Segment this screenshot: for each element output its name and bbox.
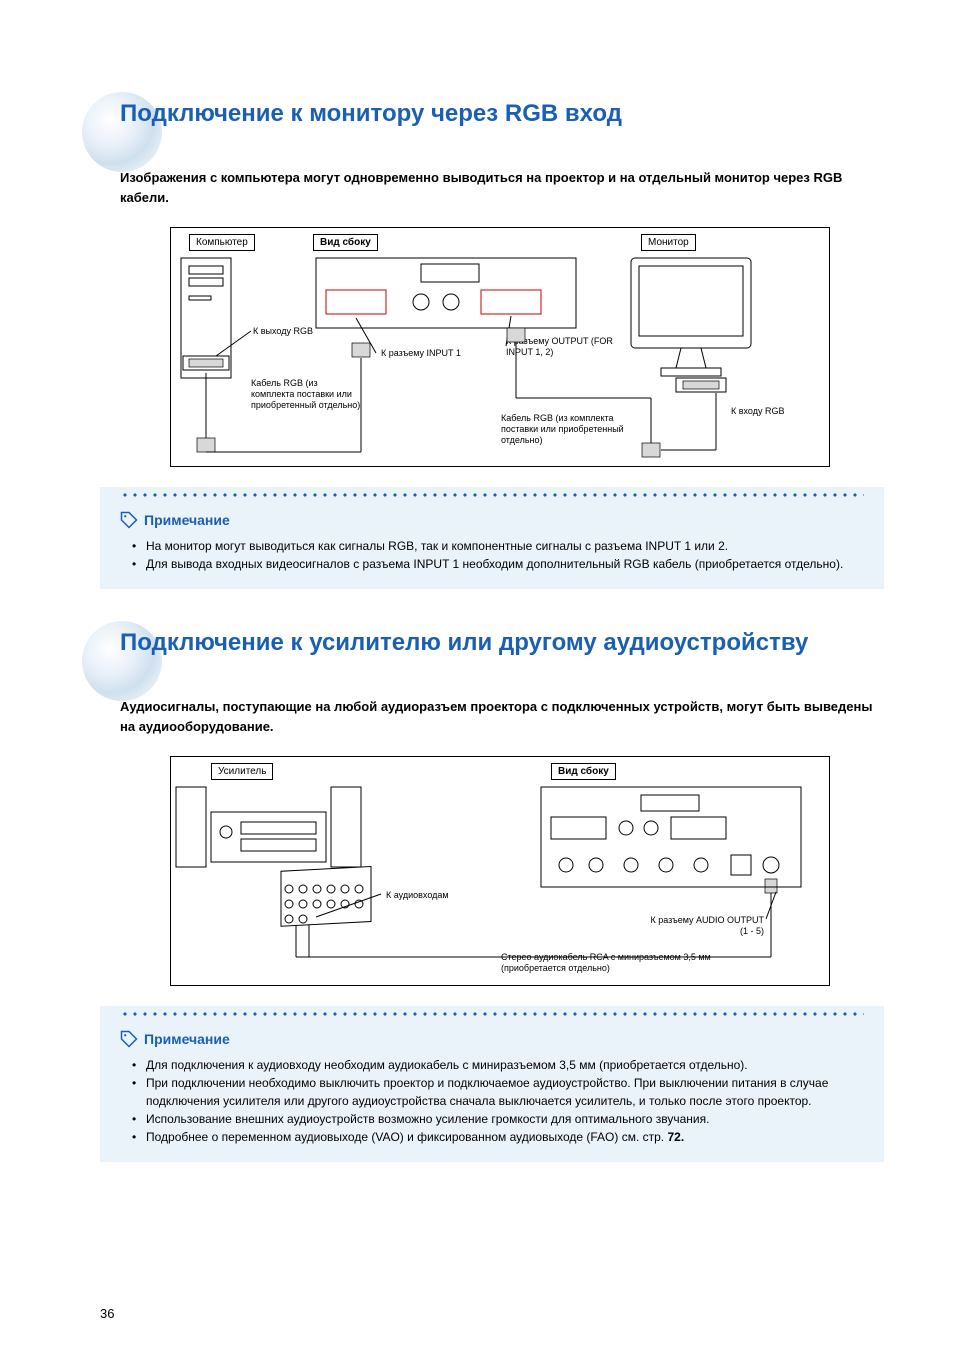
diagram-audio: Усилитель Вид сбоку К аудиовходам К разъ… (170, 756, 830, 986)
section2-intro: Аудиосигналы, поступающие на любой аудио… (120, 697, 884, 736)
section1-title-wrap: Подключение к монитору через RGB вход (100, 100, 884, 128)
note2-item-0: Для подключения к аудиовходу необходим а… (132, 1056, 864, 1074)
rgb-diagram-svg (171, 228, 831, 468)
section2-title-wrap: Подключение к усилителю или другому ауди… (100, 629, 884, 657)
note-tag-icon (120, 511, 138, 529)
audio-diagram-svg (171, 757, 831, 987)
note-header-2: Примечание (120, 1030, 864, 1048)
section1-title: Подключение к монитору через RGB вход (100, 100, 884, 128)
section2-title: Подключение к усилителю или другому ауди… (100, 629, 884, 657)
note-title-2: Примечание (144, 1031, 230, 1047)
page-number: 36 (100, 1306, 114, 1321)
note1-item-1: Для вывода входных видеосигналов с разъе… (132, 555, 864, 573)
note2-item-1: При подключении необходимо выключить про… (132, 1074, 864, 1110)
note2-item-3: Подробнее о переменном аудиовыходе (VAO)… (132, 1128, 864, 1146)
note-dots-icon (120, 493, 864, 497)
note-header-1: Примечание (120, 511, 864, 529)
note-title-1: Примечание (144, 512, 230, 528)
note-list-2: Для подключения к аудиовходу необходим а… (120, 1056, 864, 1146)
diagram-rgb: Компьютер Вид сбоку Монитор К выходу RGB… (170, 227, 830, 467)
note-box-1: Примечание На монитор могут выводиться к… (100, 487, 884, 589)
note2-item-2: Использование внешних аудиоустройств воз… (132, 1110, 864, 1128)
note-list-1: На монитор могут выводиться как сигналы … (120, 537, 864, 573)
note-tag-icon (120, 1030, 138, 1048)
note1-item-0: На монитор могут выводиться как сигналы … (132, 537, 864, 555)
page-ref: 72. (667, 1130, 684, 1144)
section1-intro: Изображения с компьютера могут одновреме… (120, 168, 884, 207)
note-dots-icon (120, 1012, 864, 1016)
note-box-2: Примечание Для подключения к аудиовходу … (100, 1006, 884, 1162)
note2-item-3-text: Подробнее о переменном аудиовыходе (VAO)… (146, 1130, 667, 1144)
